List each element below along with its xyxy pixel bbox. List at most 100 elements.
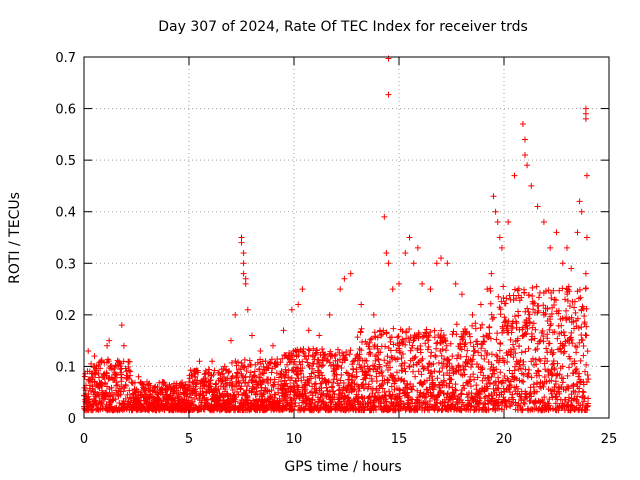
data-point <box>568 336 575 343</box>
data-point <box>267 394 274 401</box>
data-point <box>406 363 413 370</box>
data-point <box>583 234 590 241</box>
chart-title: Day 307 of 2024, Rate Of TEC Index for r… <box>158 19 528 35</box>
data-point <box>305 380 312 387</box>
data-point <box>546 396 553 403</box>
data-point <box>406 339 413 346</box>
data-point <box>577 379 584 386</box>
data-point <box>518 349 525 356</box>
data-point <box>457 391 464 398</box>
data-point <box>300 374 307 381</box>
data-point <box>393 347 400 354</box>
y-tick-label: 0.3 <box>55 257 76 272</box>
data-point <box>421 378 428 385</box>
data-point <box>335 387 342 394</box>
data-point <box>440 372 447 379</box>
data-point <box>207 377 214 384</box>
data-point <box>161 379 168 386</box>
data-point <box>428 369 435 376</box>
data-point <box>363 357 370 364</box>
data-point <box>91 378 98 385</box>
data-point <box>211 407 218 414</box>
data-point <box>337 377 344 384</box>
data-point <box>135 388 142 395</box>
data-point <box>584 371 591 378</box>
data-point <box>501 372 508 379</box>
data-point <box>326 359 333 366</box>
data-point <box>449 353 456 360</box>
data-point <box>518 294 525 301</box>
data-point <box>374 334 381 341</box>
data-point <box>377 332 384 339</box>
data-point <box>268 387 275 394</box>
data-point <box>409 342 416 349</box>
data-point <box>524 373 531 380</box>
data-point <box>525 366 532 373</box>
data-point <box>316 406 323 413</box>
data-point <box>368 335 375 342</box>
data-point <box>551 366 558 373</box>
data-point <box>156 379 163 386</box>
data-point <box>481 338 488 345</box>
data-point <box>442 337 449 344</box>
data-point <box>472 320 479 327</box>
data-point <box>318 380 325 387</box>
data-point <box>238 234 245 241</box>
data-point <box>378 331 385 338</box>
data-point <box>469 356 476 363</box>
data-point <box>583 305 590 312</box>
data-point <box>548 295 555 302</box>
data-point <box>117 391 124 398</box>
data-point <box>410 337 417 344</box>
data-point <box>342 356 349 363</box>
data-point <box>559 363 566 370</box>
data-point <box>238 239 245 246</box>
data-point <box>350 387 357 394</box>
data-point <box>580 305 587 312</box>
data-point <box>381 213 388 220</box>
data-point <box>240 270 247 277</box>
data-point <box>506 367 513 374</box>
data-point <box>482 401 489 408</box>
data-point <box>331 352 338 359</box>
data-point <box>235 391 242 398</box>
data-point <box>391 377 398 384</box>
data-point <box>523 394 530 401</box>
data-point <box>189 389 196 396</box>
data-point <box>526 311 533 318</box>
data-point <box>582 368 589 375</box>
data-point <box>437 334 444 341</box>
data-point <box>420 333 427 340</box>
data-point <box>85 390 92 397</box>
data-point <box>583 379 590 386</box>
data-point <box>484 286 491 293</box>
data-point <box>524 305 531 312</box>
data-point <box>387 347 394 354</box>
data-point <box>565 394 572 401</box>
data-point <box>334 346 341 353</box>
data-point <box>421 365 428 372</box>
data-point <box>489 316 496 323</box>
data-point <box>268 356 275 363</box>
data-point <box>572 309 579 316</box>
data-point <box>237 366 244 373</box>
data-point <box>396 386 403 393</box>
data-point <box>341 275 348 282</box>
data-point <box>430 383 437 390</box>
data-point <box>467 383 474 390</box>
data-point <box>299 348 306 355</box>
data-point <box>503 404 510 411</box>
data-point <box>537 384 544 391</box>
data-point <box>188 394 195 401</box>
data-point <box>415 335 422 342</box>
data-point <box>462 328 469 335</box>
data-point <box>385 260 392 267</box>
data-point <box>453 321 460 328</box>
data-point <box>312 374 319 381</box>
data-point <box>427 389 434 396</box>
data-point <box>262 358 269 365</box>
data-point <box>260 391 267 398</box>
data-point <box>348 373 355 380</box>
data-point <box>415 368 422 375</box>
data-point <box>390 341 397 348</box>
